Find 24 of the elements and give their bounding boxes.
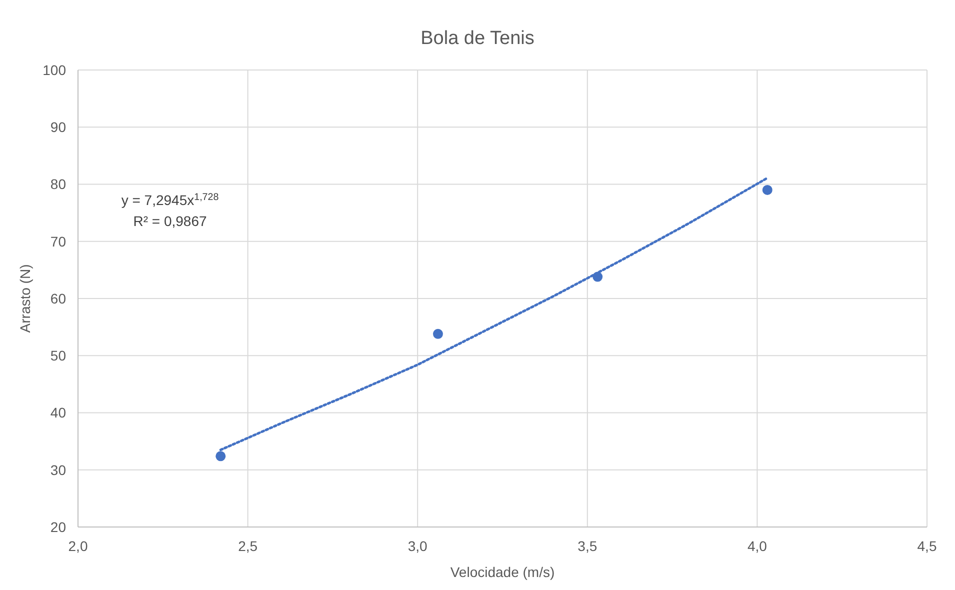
x-axis-title: Velocidade (m/s) (450, 564, 555, 580)
y-tick-label: 70 (50, 233, 66, 250)
x-tick-label: 2,5 (238, 538, 258, 554)
x-tick-label: 3,5 (578, 538, 598, 554)
point (432, 328, 443, 339)
y-tick-label: 60 (50, 290, 66, 306)
point (762, 184, 772, 195)
x-tick-label: 3,0 (408, 538, 428, 554)
y-tick-label: 100 (42, 62, 66, 78)
annotation: y = 7,2945x$^{1,728}$ (121, 192, 220, 208)
y-tick-label: 30 (50, 462, 66, 478)
y-tick-label: 50 (50, 348, 66, 364)
x-tick-label: 4,0 (747, 538, 768, 554)
chart-title: Bola de Tenis (420, 28, 534, 49)
x-tick-label: 2,0 (68, 538, 88, 554)
point (592, 272, 603, 282)
point (216, 451, 226, 462)
y-tick-label: 90 (50, 119, 66, 136)
y-tick-label: 20 (50, 518, 66, 535)
annotation: R² = 0,9867 (133, 213, 207, 229)
y-tick-label: 80 (50, 176, 66, 192)
y-tick-label: 40 (50, 404, 66, 421)
x-tick-label: 4,5 (917, 538, 937, 554)
y-axis-title: Arrasto (N) (17, 264, 33, 333)
